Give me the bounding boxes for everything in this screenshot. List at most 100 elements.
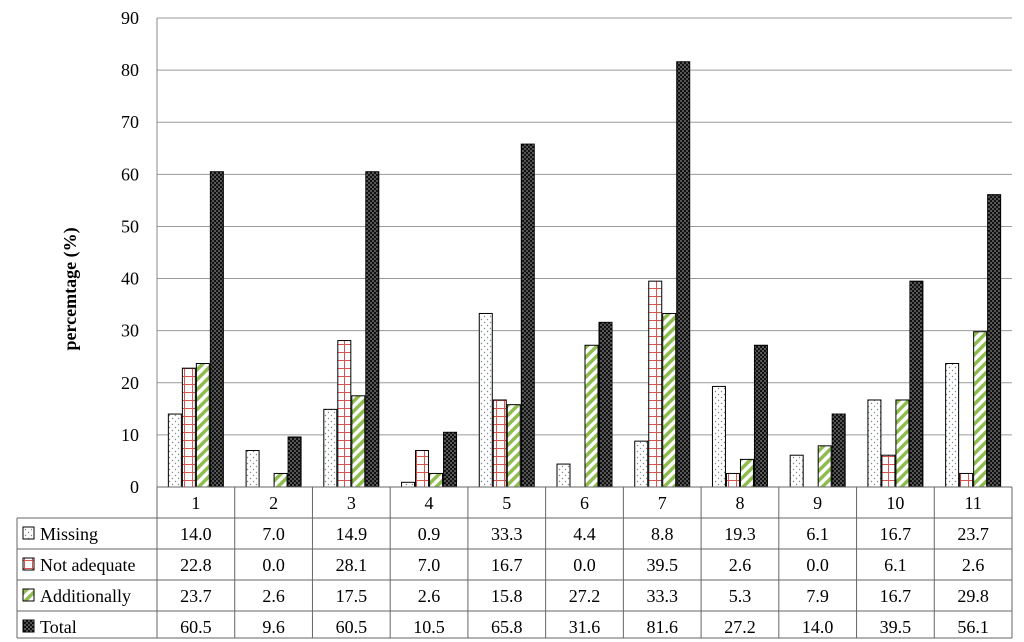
legend-label: Missing: [40, 524, 98, 544]
data-label: 14.9: [336, 524, 368, 544]
bar-diagonal: [506, 404, 521, 488]
category-label: 8: [735, 493, 744, 513]
legend-swatch-dots: [22, 526, 35, 540]
data-label: 2.6: [729, 555, 752, 575]
data-label: 7.0: [418, 555, 441, 575]
bar-diagonal: [273, 472, 288, 488]
bar-grid: [881, 454, 896, 488]
y-tick-label: 30: [121, 321, 139, 341]
bar-dense: [287, 436, 302, 488]
y-tick-label: 10: [121, 425, 139, 445]
bar-grid: [181, 367, 196, 488]
y-tick-label: 40: [121, 269, 139, 289]
category-label: 7: [658, 493, 667, 513]
bar-dense: [909, 280, 924, 488]
bar-diagonal: [351, 395, 366, 488]
bar-dots: [245, 450, 260, 488]
y-tick-label: 60: [121, 164, 139, 184]
bar-diagonal: [662, 312, 677, 488]
bar-grid: [337, 340, 352, 488]
data-label: 2.6: [962, 555, 985, 575]
category-label: 6: [580, 493, 589, 513]
bar-dots: [867, 399, 882, 488]
data-label: 10.5: [413, 617, 445, 637]
data-label: 23.7: [957, 524, 989, 544]
bar-dense: [831, 413, 846, 488]
data-label: 6.1: [884, 555, 907, 575]
bar-dense: [987, 194, 1002, 488]
bar-grid: [415, 450, 430, 488]
y-tick-label: 90: [121, 8, 139, 28]
data-label: 33.3: [491, 524, 523, 544]
y-axis-label: percemtage (%): [60, 227, 81, 350]
category-label: 4: [425, 493, 434, 513]
bar-grid: [492, 399, 507, 488]
bar-diagonal: [817, 445, 832, 488]
category-label: 1: [191, 493, 200, 513]
legend-swatch-grid: [22, 557, 35, 571]
data-label: 4.4: [573, 524, 596, 544]
y-tick-label: 20: [121, 373, 139, 393]
legend-swatch-dense: [22, 619, 35, 633]
bar-dense: [443, 431, 458, 488]
category-label: 9: [813, 493, 822, 513]
bar-diagonal: [429, 472, 444, 488]
data-label: 6.1: [806, 524, 829, 544]
bar-dots: [789, 454, 804, 488]
category-label: 2: [269, 493, 278, 513]
bar-dots: [478, 312, 493, 488]
bar-dots: [945, 362, 960, 488]
data-label: 31.6: [569, 617, 601, 637]
legend-label: Total: [40, 617, 77, 637]
data-label: 29.8: [957, 586, 989, 606]
bar-diagonal: [973, 331, 988, 488]
bar-diagonal: [895, 399, 910, 488]
data-label: 22.8: [180, 555, 212, 575]
data-label: 56.1: [957, 617, 989, 637]
bar-dense: [365, 171, 380, 488]
y-tick-label: 50: [121, 216, 139, 236]
legend-swatch-diagonal: [22, 588, 35, 602]
data-label: 15.8: [491, 586, 523, 606]
category-label: 11: [964, 493, 981, 513]
data-label: 19.3: [724, 524, 756, 544]
data-label: 7.0: [262, 524, 285, 544]
data-label: 9.6: [262, 617, 285, 637]
data-label: 60.5: [180, 617, 212, 637]
data-label: 81.6: [646, 617, 678, 637]
bar-dense: [676, 61, 691, 488]
bar-dense: [598, 321, 613, 488]
bar-dense: [520, 143, 535, 488]
data-label: 0.9: [418, 524, 441, 544]
bar-grid: [725, 472, 740, 488]
data-label: 39.5: [646, 555, 678, 575]
data-label: 27.2: [569, 586, 601, 606]
data-label: 16.7: [491, 555, 523, 575]
data-label: 14.0: [802, 617, 834, 637]
bar-grid: [959, 472, 974, 488]
category-label: 10: [886, 493, 904, 513]
data-label: 8.8: [651, 524, 674, 544]
data-label: 14.0: [180, 524, 212, 544]
bar-dots: [167, 413, 182, 488]
data-label: 16.7: [880, 586, 912, 606]
y-tick-label: 70: [121, 112, 139, 132]
data-label: 2.6: [418, 586, 441, 606]
data-label: 0.0: [262, 555, 285, 575]
data-label: 27.2: [724, 617, 756, 637]
data-label: 28.1: [336, 555, 368, 575]
bar-diagonal: [584, 344, 599, 488]
data-label: 16.7: [880, 524, 912, 544]
data-label: 17.5: [336, 586, 368, 606]
data-label: 7.9: [806, 586, 829, 606]
bar-dots: [323, 408, 338, 488]
data-label: 5.3: [729, 586, 752, 606]
bar-diagonal: [739, 458, 754, 488]
bars: [167, 61, 1002, 488]
y-tick-label: 80: [121, 60, 139, 80]
bar-dots: [401, 481, 416, 488]
y-axis-ticks: 0 10 20 30 40 50 60 70 80 90: [121, 8, 139, 497]
category-label: 5: [502, 493, 511, 513]
data-label: 39.5: [880, 617, 912, 637]
